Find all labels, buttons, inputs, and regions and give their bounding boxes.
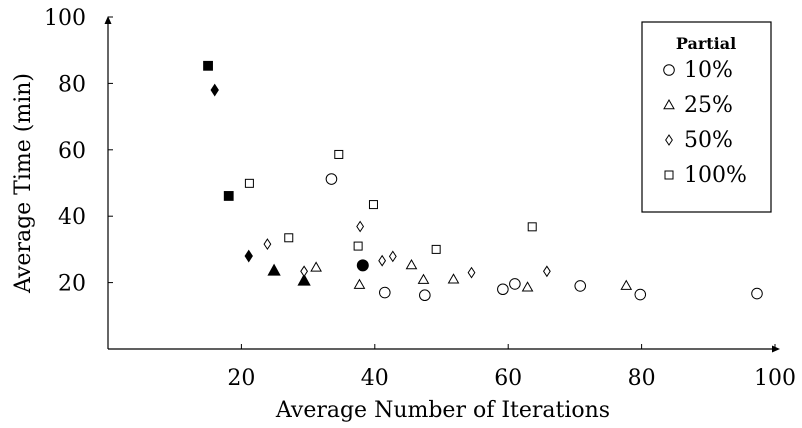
data-point-triangle (521, 281, 534, 292)
x-tick-label: 60 (494, 366, 522, 391)
data-point-diamond (244, 249, 253, 263)
x-axis-arrowhead (772, 345, 780, 353)
legend-label: 100% (684, 163, 747, 188)
legend-label: 10% (684, 58, 733, 83)
legend-marker-circle (663, 64, 675, 76)
legend-label: 50% (684, 128, 733, 153)
legend-marker-square (664, 170, 674, 180)
data-point-square (284, 233, 294, 243)
x-axis-title: Average Number of Iterations (275, 398, 610, 423)
data-point-square (527, 222, 537, 232)
y-tick-label: 100 (44, 6, 86, 31)
y-tick-labels: 20 40 60 80 100 (44, 6, 86, 297)
y-axis-title: Average Time (min) (11, 73, 36, 294)
legend-marker-triangle (663, 98, 675, 110)
y-tick-label: 80 (58, 72, 86, 97)
data-point-triangle (353, 278, 366, 289)
legend-label: 25% (684, 93, 733, 118)
data-point-circle (497, 283, 509, 296)
data-point-triangle (417, 273, 430, 284)
legend-marker-diamond (665, 134, 673, 146)
data-point-square (203, 60, 213, 71)
legend: Partial 10% 25% 50% 100% (641, 21, 772, 213)
x-tick-label: 40 (361, 366, 389, 391)
data-point-diamond (356, 220, 365, 233)
data-points (203, 60, 763, 302)
data-point-diamond (388, 250, 397, 263)
x-tick-label: 80 (628, 366, 656, 391)
x-tick-label: 20 (227, 366, 255, 391)
data-point-circle (751, 287, 763, 300)
data-point-triangle (310, 261, 322, 272)
data-point-circle (325, 173, 338, 185)
data-point-diamond (300, 265, 308, 278)
data-point-circle (356, 259, 369, 272)
data-point-diamond (210, 83, 219, 97)
data-point-diamond (542, 265, 551, 278)
x-tick-labels: 20 40 60 80 100 (227, 366, 796, 391)
y-tick-label: 40 (58, 205, 86, 230)
data-point-square (353, 241, 363, 251)
data-point-triangle (297, 273, 311, 286)
data-point-square (223, 191, 234, 201)
data-point-triangle (447, 273, 460, 284)
data-point-square (334, 149, 344, 159)
axes (104, 16, 780, 353)
data-point-square (244, 178, 254, 188)
x-tick-label: 100 (754, 366, 796, 391)
data-point-circle (419, 289, 431, 302)
data-point-diamond (378, 254, 387, 267)
data-point-circle (379, 286, 391, 299)
legend-box (641, 21, 772, 213)
y-axis-arrowhead (104, 16, 112, 24)
x-ticks (240, 344, 776, 349)
data-point-circle (634, 288, 647, 301)
y-tick-label: 20 (58, 272, 86, 297)
data-point-triangle (405, 258, 418, 270)
legend-entries: 10% 25% 50% 100% (663, 58, 747, 188)
data-point-triangle (620, 279, 633, 290)
legend-title: Partial (676, 34, 736, 53)
y-ticks (108, 16, 113, 284)
data-point-circle (574, 280, 587, 292)
y-tick-label: 60 (58, 139, 86, 164)
data-point-circle (509, 278, 521, 290)
data-point-square (431, 244, 441, 254)
data-point-diamond (467, 266, 476, 279)
data-point-diamond (263, 238, 272, 250)
data-point-square (368, 200, 378, 210)
data-point-triangle (267, 263, 281, 276)
